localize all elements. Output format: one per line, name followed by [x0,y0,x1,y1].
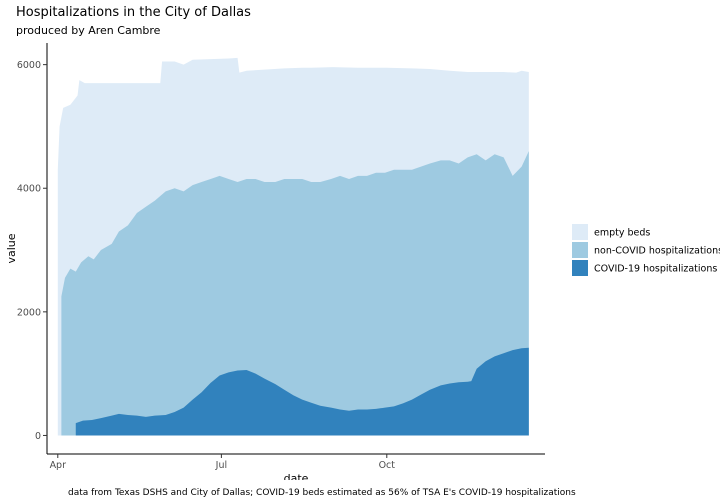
legend-key-empty-beds [572,224,588,240]
chart-subtitle: produced by Aren Cambre [16,24,161,37]
area-covid-19-hospitalizations [75,347,529,436]
x-axis-title: date [284,472,309,480]
x-tick-label: Apr [50,460,67,471]
area-non-covid-hospitalizations [61,151,529,436]
legend-label-covid-19-hospitalizations: COVID-19 hospitalizations [594,264,717,275]
axes: 0 2000 4000 6000 Apr Jul Oct date value [5,43,545,485]
y-tick-label: 2000 [17,307,41,318]
x-tick-label: Oct [379,460,396,471]
y-tick-label: 0 [35,431,41,442]
y-tick-label: 4000 [17,184,41,195]
chart-title: Hospitalizations in the City of Dallas [16,5,251,20]
legend: empty beds non-COVID hospitalizations COVI… [572,224,720,276]
legend-key-non-covid-hospitalizations [572,242,588,258]
y-tick-label: 6000 [17,60,41,71]
x-tick-label: Jul [215,460,227,471]
legend-key-covid-19-hospitalizations [572,260,588,276]
area-chart: 0 2000 4000 6000 Apr Jul Oct date value empty be… [5,43,720,485]
y-axis-title: value [5,233,18,263]
legend-label-non-covid-hospitalizations: non-COVID hospitalizations [594,246,720,257]
chart-caption: data from Texas DSHS and City of Dallas;… [68,488,576,498]
area-layers [57,57,529,436]
legend-label-empty-beds: empty beds [594,228,650,239]
